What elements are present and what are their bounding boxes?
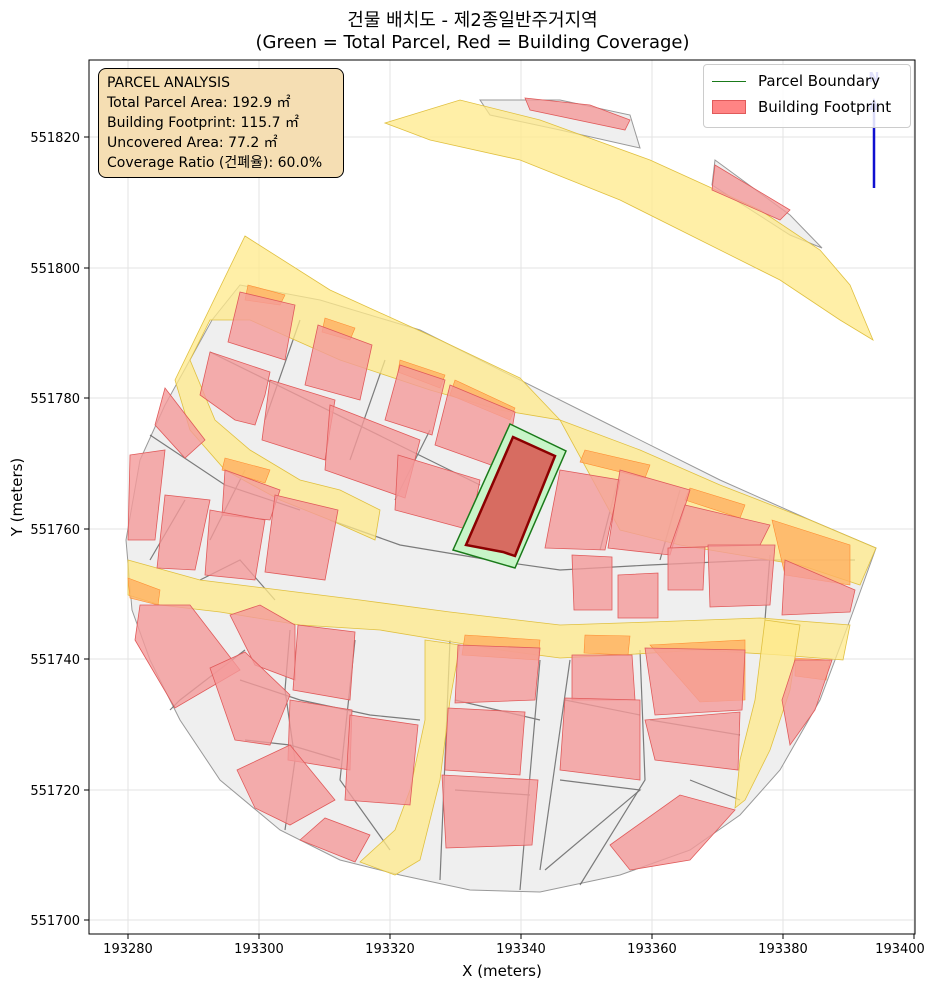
x-tick-label: 193360 <box>627 942 677 957</box>
info-footprint: Building Footprint: 115.7 ㎡ <box>107 115 300 131</box>
road-east-vertical <box>734 619 801 809</box>
y-tick-label: 551760 <box>30 523 80 538</box>
legend-item-building-footprint: Building Footprint <box>712 97 891 117</box>
legend-line-swatch <box>712 80 746 82</box>
y-tick-label: 551720 <box>30 784 80 799</box>
info-total-area: Total Parcel Area: 192.9 ㎡ <box>107 95 291 111</box>
legend-label: Building Footprint <box>758 98 892 116</box>
subject-building-footprint <box>464 435 557 558</box>
x-tick-label: 193300 <box>234 942 284 957</box>
legend-label: Parcel Boundary <box>758 72 881 90</box>
x-axis-label: X (meters) <box>462 962 542 980</box>
y-tick-label: 551800 <box>30 262 80 277</box>
chart-title-line2: (Green = Total Parcel, Red = Building Co… <box>255 32 690 53</box>
x-tick-label: 193400 <box>875 942 925 957</box>
info-uncovered: Uncovered Area: 77.2 ㎡ <box>107 135 278 151</box>
legend: Parcel Boundary Building Footprint <box>703 64 911 128</box>
x-axis: 193280 193300 193320 193340 193360 19338… <box>103 934 925 980</box>
y-tick-label: 551780 <box>30 392 80 407</box>
road-north <box>383 99 874 341</box>
axes-frame <box>88 59 916 935</box>
info-heading: PARCEL ANALYSIS <box>107 75 231 91</box>
y-tick-label: 551820 <box>30 131 80 146</box>
legend-patch-swatch <box>712 100 746 114</box>
legend-item-parcel-boundary: Parcel Boundary <box>712 71 880 91</box>
y-tick-label: 551700 <box>30 914 80 929</box>
x-tick-label: 193320 <box>365 942 415 957</box>
x-tick-label: 193280 <box>103 942 153 957</box>
chart-title-line1: 건물 배치도 - 제2종일반주거지역 <box>347 10 598 31</box>
x-tick-label: 193340 <box>496 942 546 957</box>
info-coverage: Coverage Ratio (건폐율): 60.0% <box>107 155 323 171</box>
neighbor-buildings <box>127 97 856 871</box>
road-south-vertical <box>359 639 461 876</box>
y-tick-label: 551740 <box>30 653 80 668</box>
y-axis-label: Y (meters) <box>8 458 26 538</box>
parcel-analysis-box: PARCEL ANALYSIS Total Parcel Area: 192.9… <box>98 68 344 178</box>
x-tick-label: 193380 <box>758 942 808 957</box>
y-axis: 551700 551720 551740 551760 551780 55180… <box>8 131 89 929</box>
